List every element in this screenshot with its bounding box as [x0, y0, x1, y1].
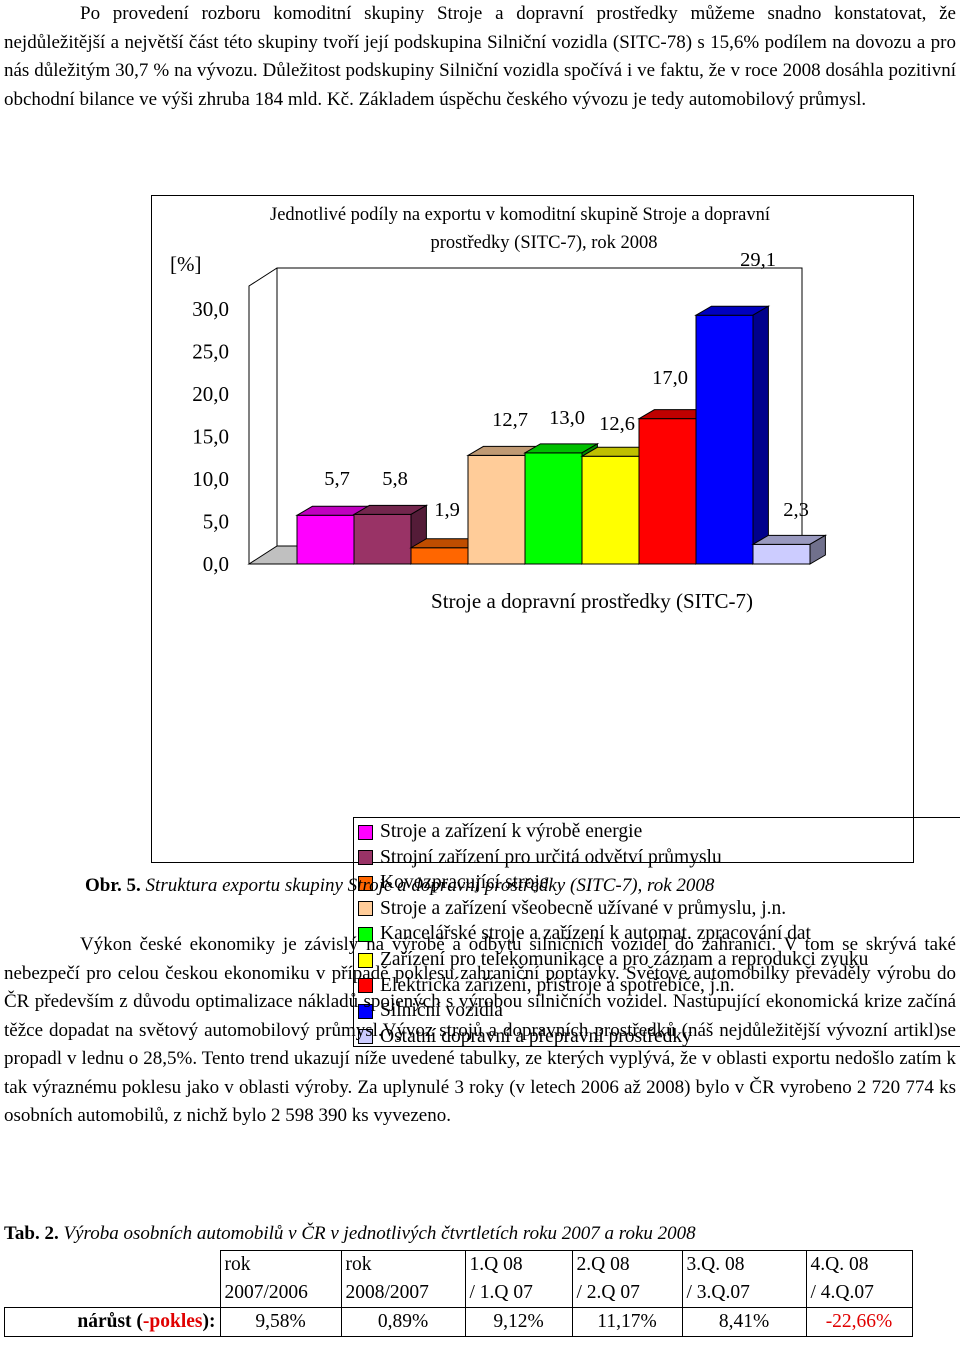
table-header-cell: 3.Q. 08/ 3.Q.07 [681, 1250, 807, 1308]
legend-label: Kovozpracující stroje [380, 872, 549, 894]
bar-side [809, 534, 826, 565]
caption-label: Obr. 5. [85, 875, 141, 896]
y-tick-label: 30,0 [192, 297, 229, 321]
table-cell: 11,17% [571, 1307, 683, 1337]
bar [467, 454, 526, 565]
legend-swatch [358, 901, 373, 917]
legend-label: Elektrická zařízení, přístroje a spotřeb… [380, 974, 735, 996]
legend-item: Stroje a zařízení k výrobě energie [354, 819, 642, 845]
legend-item: Silniční vozidla [354, 998, 503, 1024]
bar [353, 513, 412, 565]
y-tick-label: 10,0 [192, 467, 229, 491]
bar [581, 455, 640, 565]
legend-swatch [358, 978, 373, 994]
data-label: 12,7 [492, 409, 528, 431]
bar [752, 543, 811, 565]
legend-swatch [358, 824, 373, 840]
table-title-text: Výroba osobních automobilů v ČR v jednot… [58, 1223, 696, 1244]
bar [296, 514, 355, 565]
legend-item: Kovozpracující stroje [354, 870, 548, 896]
legend-item: Zařízení pro telekomunikace a pro záznam… [354, 947, 868, 973]
legend-swatch [358, 952, 373, 968]
table-header-cell: 1.Q 08/ 1.Q 07 [464, 1250, 573, 1308]
table-header-cell: 4.Q. 08/ 4.Q.07 [805, 1250, 913, 1308]
chart-title: Jednotlivé podíly na exportu v komoditní… [270, 205, 770, 225]
table-header-cell: 2.Q 08/ 2.Q 07 [571, 1250, 683, 1308]
table-title: Tab. 2. Výroba osobních automobilů v ČR … [4, 1223, 696, 1245]
intro-text: Po provedení rozboru komoditní skupiny S… [4, 3, 956, 110]
data-label: 1,9 [434, 499, 460, 521]
data-label: 5,8 [382, 468, 408, 490]
row-label: nárůst (-pokles): [4, 1307, 221, 1337]
x-axis-label: Stroje a dopravní prostředky (SITC-7) [431, 589, 753, 613]
y-tick-label: 15,0 [192, 424, 229, 448]
legend-label: Strojní zařízení pro určitá odvětví prům… [380, 846, 722, 868]
legend-label: Ostatní dopravní a přepravní prostředky [380, 1025, 692, 1047]
production-table: rok 2007/2006 rok 2008/2007 1.Q 08/ 1.Q 07… [4, 1250, 913, 1337]
body-paragraph: Výkon české ekonomiky je závislý na výro… [4, 931, 956, 1131]
legend-item: Ostatní dopravní a přepravní prostředky [354, 1024, 692, 1050]
y-tick-label: 20,0 [192, 382, 229, 406]
legend-swatch [358, 850, 373, 866]
chart-area: Jednotlivé podíly na exportu v komoditní… [151, 195, 960, 1047]
legend-item: Kancelářské stroje a zařízení k automat.… [354, 921, 811, 947]
data-label: 2,3 [783, 499, 809, 521]
y-tick-label: 25,0 [192, 339, 229, 363]
table-cell: 9,58% [219, 1307, 342, 1337]
table-header-cell: rok 2007/2006 [219, 1250, 342, 1308]
legend-label: Kancelářské stroje a zařízení k automat.… [380, 923, 811, 945]
y-tick-label: 5,0 [203, 509, 229, 533]
legend-item: Elektrická zařízení, přístroje a spotřeb… [354, 973, 735, 999]
data-label: 17,0 [652, 367, 688, 389]
chart-title: prostředky (SITC-7), rok 2008 [430, 233, 657, 253]
table-cell: 8,41% [681, 1307, 807, 1337]
bar-side [752, 305, 769, 565]
body-text: Výkon české ekonomiky je závislý na výro… [4, 934, 956, 1126]
bar-chart: Jednotlivé podíly na exportu v komoditní… [170, 205, 828, 613]
data-label: 5,7 [324, 468, 350, 490]
legend-swatch [358, 1003, 373, 1019]
legend-label: Zařízení pro telekomunikace a pro záznam… [380, 949, 869, 970]
legend-item: Strojní zařízení pro určitá odvětví prům… [354, 845, 722, 871]
figure-caption: Obr. 5. Struktura exportu skupiny Stroje… [85, 875, 714, 897]
y-axis-label: [%] [170, 252, 201, 276]
chart-legend: Stroje a zařízení k výrobě energie Strojn… [353, 817, 960, 1047]
table-header-row: rok 2007/2006 rok 2008/2007 1.Q 08/ 1.Q 07… [4, 1250, 913, 1308]
bar [410, 547, 469, 565]
table-cell: 9,12% [464, 1307, 573, 1337]
y-tick-label: 0,0 [203, 552, 229, 576]
table-header-cell: rok 2008/2007 [340, 1250, 466, 1308]
bar [524, 452, 583, 565]
table-title-label: Tab. 2. [4, 1223, 59, 1244]
legend-label: Stroje a zařízení všeobecně užívané v pr… [380, 897, 787, 919]
data-label: 13,0 [549, 407, 585, 429]
bar [638, 418, 697, 565]
legend-swatch [358, 926, 373, 942]
legend-label: Silniční vozidla [380, 1000, 503, 1022]
legend-label: Stroje a zařízení k výrobě energie [380, 821, 643, 842]
legend-swatch [358, 1029, 373, 1045]
table-cell: -22,66% [805, 1307, 913, 1337]
legend-item: Stroje a zařízení všeobecně užívané v pr… [354, 896, 786, 922]
legend-swatch [358, 875, 373, 891]
bar [695, 314, 754, 565]
table-row: nárůst (-pokles): 9,58% 0,89% 9,12% 11,1… [4, 1307, 913, 1337]
table-cell: 0,89% [340, 1307, 466, 1337]
intro-paragraph: Po provedení rozboru komoditní skupiny S… [4, 0, 956, 114]
data-label: 29,1 [740, 249, 776, 271]
caption-text: Struktura exportu skupiny Stroje a dopra… [140, 875, 715, 896]
table-corner [4, 1250, 221, 1308]
data-label: 12,6 [599, 413, 635, 435]
